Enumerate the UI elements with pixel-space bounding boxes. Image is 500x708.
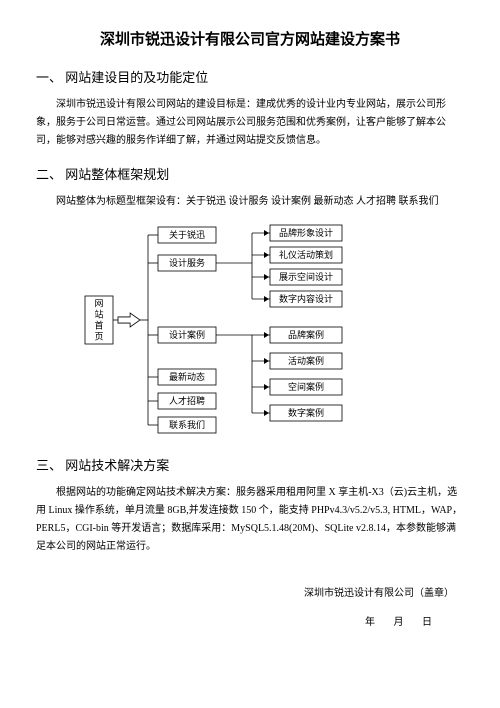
company-signature: 深圳市锐迅设计有限公司（盖章）: [36, 584, 464, 599]
svg-text:品牌形象设计: 品牌形象设计: [279, 227, 333, 238]
svg-text:页: 页: [94, 332, 103, 342]
svg-text:联系我们: 联系我们: [169, 419, 205, 430]
day-label: 日: [414, 613, 440, 628]
site-structure-diagram: 网站首页 关于锐迅设计服务设计案例最新动态人才招聘联系我们 品牌形象设计礼仪活动策划…: [80, 221, 420, 441]
svg-text:数字案例: 数字案例: [288, 407, 324, 418]
svg-text:人才招聘: 人才招聘: [169, 395, 205, 406]
section-1-heading: 一、 网站建设目的及功能定位: [36, 67, 464, 86]
document-title: 深圳市锐迅设计有限公司官方网站建设方案书: [36, 28, 464, 49]
section-2-heading: 二、 网站整体框架规划: [36, 164, 464, 183]
svg-text:网: 网: [94, 299, 103, 309]
svg-text:空间案例: 空间案例: [288, 381, 324, 392]
year-label: 年: [357, 613, 383, 628]
svg-text:最新动态: 最新动态: [169, 371, 205, 382]
section-3-paragraph: 根据网站的功能确定网站技术解决方案：服务器采用租用阿里 X 享主机-X3（云)云…: [36, 484, 464, 556]
svg-text:礼仪活动策划: 礼仪活动策划: [279, 249, 333, 260]
svg-text:活动案例: 活动案例: [288, 355, 324, 366]
svg-text:数字内容设计: 数字内容设计: [279, 293, 333, 304]
month-label: 月: [386, 613, 412, 628]
svg-text:站: 站: [94, 309, 103, 320]
svg-text:品牌案例: 品牌案例: [288, 329, 324, 340]
svg-text:首: 首: [94, 320, 103, 331]
section-3-heading: 三、 网站技术解决方案: [36, 455, 464, 474]
svg-text:设计案例: 设计案例: [169, 329, 205, 340]
svg-text:设计服务: 设计服务: [169, 257, 205, 268]
svg-text:关于锐迅: 关于锐迅: [169, 229, 205, 240]
date-line: 年 月 日: [36, 613, 464, 628]
section-2-paragraph: 网站整体为标题型框架设有：关于锐迅 设计服务 设计案例 最新动态 人才招聘 联系…: [36, 193, 464, 211]
section-1-paragraph: 深圳市锐迅设计有限公司网站的建设目标是：建成优秀的设计业内专业网站，展示公司形象…: [36, 96, 464, 150]
svg-text:展示空间设计: 展示空间设计: [279, 271, 333, 282]
